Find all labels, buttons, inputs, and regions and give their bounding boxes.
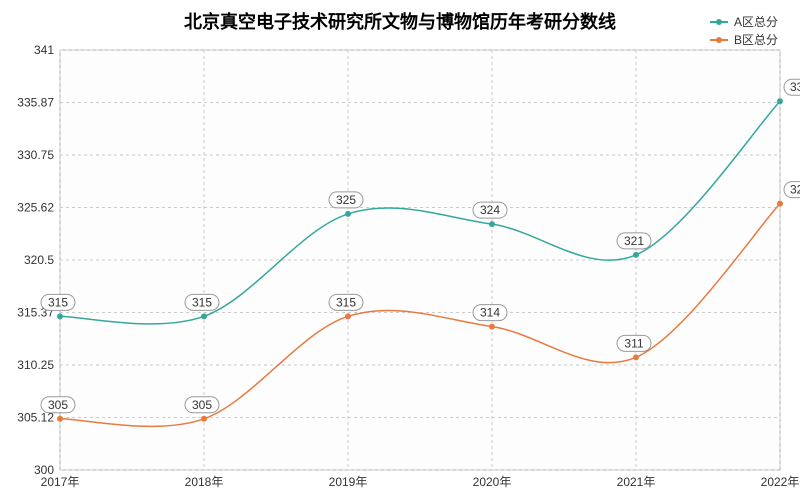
y-tick-label: 335.87 — [17, 96, 54, 110]
chart-title: 北京真空电子技术研究所文物与博物馆历年考研分数线 — [184, 11, 616, 32]
legend-marker — [716, 37, 722, 43]
x-tick-label: 2019年 — [329, 475, 368, 489]
legend-label: A区总分 — [734, 15, 778, 29]
series-marker — [633, 252, 639, 258]
data-label: 321 — [624, 234, 644, 248]
series-marker — [489, 324, 495, 330]
x-tick-label: 2022年 — [761, 475, 800, 489]
data-label: 315 — [48, 295, 68, 309]
chart-container: 300305.12310.25315.37320.5325.62330.7533… — [0, 0, 800, 500]
series-marker — [57, 313, 63, 319]
data-label: 326 — [790, 183, 800, 197]
y-tick-label: 320.5 — [24, 253, 54, 267]
x-tick-label: 2017年 — [41, 475, 80, 489]
series-marker — [777, 201, 783, 207]
y-tick-label: 310.25 — [17, 358, 54, 372]
series-marker — [345, 313, 351, 319]
series-marker — [57, 416, 63, 422]
chart-svg: 300305.12310.25315.37320.5325.62330.7533… — [0, 0, 800, 500]
series-marker — [345, 211, 351, 217]
legend-marker — [716, 19, 722, 25]
data-label: 314 — [480, 306, 500, 320]
data-label: 305 — [192, 398, 212, 412]
data-label: 325 — [336, 193, 356, 207]
x-tick-label: 2021年 — [617, 475, 656, 489]
data-label: 324 — [480, 203, 500, 217]
series-marker — [489, 221, 495, 227]
series-marker — [201, 416, 207, 422]
data-label: 315 — [192, 295, 212, 309]
y-tick-label: 341 — [34, 43, 54, 57]
series-marker — [633, 354, 639, 360]
y-tick-label: 325.62 — [17, 201, 54, 215]
x-tick-label: 2020年 — [473, 475, 512, 489]
series-marker — [201, 313, 207, 319]
series-marker — [777, 98, 783, 104]
x-tick-label: 2018年 — [185, 475, 224, 489]
data-label: 336 — [790, 80, 800, 94]
data-label: 305 — [48, 398, 68, 412]
data-label: 315 — [336, 295, 356, 309]
data-label: 311 — [624, 336, 643, 350]
y-tick-label: 330.75 — [17, 148, 54, 162]
legend-label: B区总分 — [734, 33, 778, 47]
